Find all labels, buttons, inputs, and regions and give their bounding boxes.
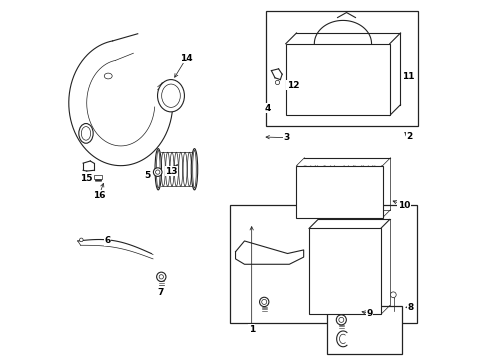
- Bar: [326, 306, 402, 354]
- Text: 11: 11: [401, 72, 414, 81]
- Text: 7: 7: [157, 288, 163, 297]
- Circle shape: [80, 238, 83, 242]
- Circle shape: [153, 168, 162, 176]
- Ellipse shape: [157, 80, 184, 112]
- Text: 6: 6: [104, 237, 110, 246]
- Text: 8: 8: [406, 303, 412, 312]
- Text: 3: 3: [283, 133, 289, 142]
- Ellipse shape: [191, 149, 197, 190]
- Circle shape: [156, 272, 165, 282]
- Circle shape: [336, 315, 346, 325]
- Text: 1: 1: [248, 325, 254, 334]
- Text: 5: 5: [143, 171, 150, 180]
- Bar: [94, 175, 102, 179]
- Ellipse shape: [104, 73, 112, 79]
- Bar: [308, 228, 380, 315]
- Text: 13: 13: [165, 167, 177, 176]
- Text: 10: 10: [397, 201, 409, 210]
- Circle shape: [259, 297, 268, 307]
- Bar: [265, 12, 418, 126]
- Text: 12: 12: [286, 81, 299, 90]
- Bar: [296, 166, 382, 218]
- Text: 15: 15: [80, 175, 92, 184]
- Text: 2: 2: [406, 132, 412, 141]
- Text: 14: 14: [180, 54, 192, 63]
- Bar: [230, 205, 416, 323]
- Bar: [285, 44, 389, 116]
- Ellipse shape: [81, 127, 90, 140]
- Text: 9: 9: [366, 309, 372, 318]
- Circle shape: [275, 80, 279, 85]
- Circle shape: [389, 292, 395, 298]
- Ellipse shape: [155, 149, 161, 190]
- Ellipse shape: [162, 84, 180, 107]
- Polygon shape: [235, 241, 303, 264]
- Ellipse shape: [79, 123, 93, 143]
- Text: 4: 4: [264, 104, 271, 113]
- Text: 16: 16: [93, 190, 105, 199]
